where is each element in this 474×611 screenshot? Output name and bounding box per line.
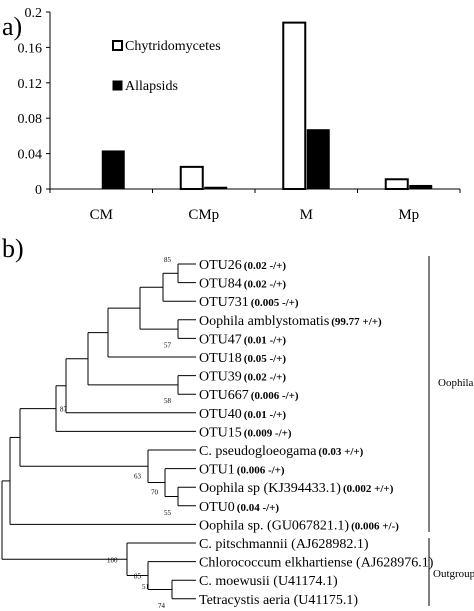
bootstrap-value: 51 [142,583,150,591]
leaf-name: OTU0 [199,500,235,515]
leaf-name: OTU1 [199,463,235,478]
chart-legend: Chytridomycetes Allapsids [112,39,221,94]
leaf-stat: (0.05 -/+) [244,353,287,365]
leaf-stat: (0.002 +/+) [343,483,394,495]
y-tick-label: 0.2 [25,6,43,21]
leaf-label: Tetracystis aeria (U41175.1) [199,593,358,608]
leaf-label: OTU84 (0.02 -/+) [199,277,286,292]
leaf-label: Oophila sp (KJ394433.1) (0.002 +/+) [199,481,394,496]
bootstrap-value: 57 [164,341,172,349]
bar-chart: 0 0.04 0.08 0.12 0.16 0.2 CM CMp M Mp Chytridomyc… [18,6,461,223]
x-category-label: M [300,207,313,223]
legend-label-allapsids: Allapsids [125,79,178,94]
leaf-name: OTU84 [199,277,242,292]
leaf-label: OTU667 (0.006 -/+) [199,388,299,403]
leaf-stat: (0.006 +/-) [351,520,399,532]
leaf-name: Oophila amblystomatis [199,314,329,329]
y-tick-label: 0.04 [18,148,43,163]
leaf-name: Tetracystis aeria (U41175.1) [199,593,358,608]
bar-allapsids-mp [409,184,433,190]
leaf-label: OTU15 (0.009 -/+) [199,425,292,440]
leaf-stat: (0.04 -/+) [237,502,280,514]
bar-allapsids-m [306,129,330,190]
leaf-stat: (0.03 +/+) [318,446,363,458]
leaf-label: C. moewusii (U41174.1) [199,574,338,589]
y-tick-label: 0.16 [18,41,43,56]
legend-label-chytridomycetes: Chytridomycetes [125,39,221,54]
leaf-name: OTU731 [199,295,249,310]
leaf-name: OTU26 [199,258,242,273]
x-category-label: CM [90,207,113,223]
clade-brackets: Oophila Outgroup [428,256,474,606]
leaf-stat: (99.77 +/+) [331,316,382,328]
leaf-name: Oophila sp. (GU067821.1) [199,518,349,533]
leaf-label: OTU39 (0.02 -/+) [199,370,286,385]
leaf-name: C. pseudogloeogama [199,444,317,459]
leaf-name: OTU47 [199,332,242,347]
leaf-stat: (0.005 -/+) [251,297,299,309]
x-category-label: Mp [398,207,419,223]
bootstrap-value: 85 [164,256,172,264]
bar-allapsids-cm [101,150,125,190]
leaf-name: Chlorococcum elkhartiense (AJ628976.1) [199,556,434,571]
leaf-name: Oophila sp (KJ394433.1) [199,481,341,496]
bootstrap-value: 63 [134,472,142,480]
leaf-name: C. pitschmannii (AJ628982.1) [199,537,369,552]
legend-swatch-allapsids [112,80,123,91]
leaf-name: OTU39 [199,370,242,385]
bootstrap-value: 85 [134,573,142,581]
leaf-name: OTU40 [199,407,242,422]
bar-chytridomycetes-m [282,21,307,191]
leaf-stat: (0.009 -/+) [244,427,292,439]
y-tick-label: 0 [35,183,42,198]
panel-b-label: b) [2,234,24,263]
bootstrap-value: 58 [164,397,172,405]
leaf-label: Oophila sp. (GU067821.1) (0.006 +/-) [199,518,399,533]
bootstrap-value: 74 [158,602,166,610]
leaf-name: OTU18 [199,351,242,366]
leaf-label: C. pseudogloeogama (0.03 +/+) [199,444,364,459]
leaf-label: OTU0 (0.04 -/+) [199,500,279,515]
leaf-label: Oophila amblystomatis (99.77 +/+) [199,314,382,329]
tree-leaves: OTU26 (0.02 -/+)OTU84 (0.02 -/+)OTU731 (0.0… [199,258,434,608]
group-label-outgroup: Outgroup [433,568,474,580]
leaf-label: OTU18 (0.05 -/+) [199,351,286,366]
leaf-stat: (0.006 -/+) [237,465,285,477]
y-tick-label: 0.12 [18,77,43,92]
leaf-name: C. moewusii (U41174.1) [199,574,338,589]
leaf-stat: (0.02 -/+) [244,260,287,272]
leaf-stat: (0.02 -/+) [244,372,287,384]
group-label-oophila: Oophila [438,377,474,389]
leaf-label: Chlorococcum elkhartiense (AJ628976.1) [199,556,434,571]
leaf-label: OTU26 (0.02 -/+) [199,258,286,273]
bootstrap-value: 100 [107,556,118,564]
leaf-label: OTU47 (0.01 -/+) [199,332,286,347]
tree-branches [1,263,196,600]
bootstrap-value: 87 [60,406,68,414]
bootstrap-value: 55 [164,509,172,517]
bar-allapsids-cmp [204,186,228,190]
leaf-name: OTU667 [199,388,249,403]
x-category-label: CMp [188,207,219,223]
leaf-label: OTU40 (0.01 -/+) [199,407,286,422]
leaf-stat: (0.02 -/+) [244,279,287,291]
y-tick-label: 0.08 [18,112,43,127]
chart-bars [101,21,433,191]
leaf-stat: (0.01 -/+) [244,409,287,421]
bar-chytridomycetes-cmp [179,165,204,190]
legend-swatch-chytridomycetes [112,40,123,51]
leaf-name: OTU15 [199,425,242,440]
leaf-label: OTU731 (0.005 -/+) [199,295,299,310]
leaf-stat: (0.01 -/+) [244,334,287,346]
leaf-label: OTU1 (0.006 -/+) [199,463,285,478]
leaf-stat: (0.006 -/+) [251,390,299,402]
leaf-label: C. pitschmannii (AJ628982.1) [199,537,369,552]
bootstrap-value: 70 [151,489,159,497]
panel-a-label: a) [2,12,23,41]
bar-chytridomycetes-mp [384,178,409,190]
